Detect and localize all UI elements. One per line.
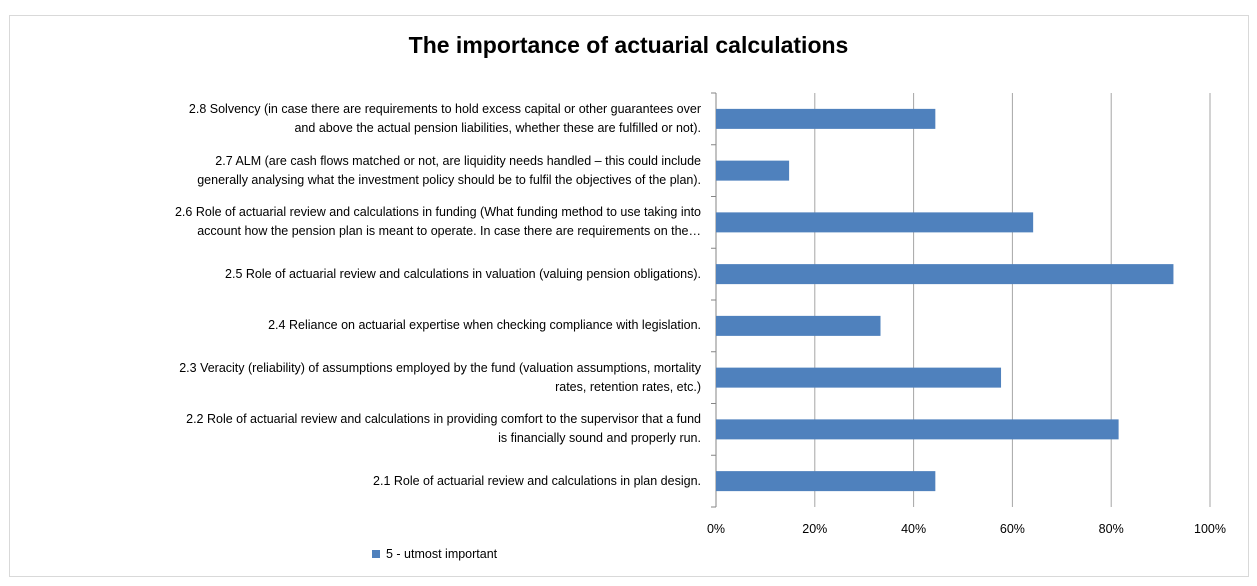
category-label: 2.2 Role of actuarial review and calcula… <box>41 410 701 448</box>
category-label: 2.1 Role of actuarial review and calcula… <box>41 472 701 491</box>
legend-label: 5 - utmost important <box>386 547 498 561</box>
bar <box>716 419 1119 440</box>
category-label-line: 2.6 Role of actuarial review and calcula… <box>174 205 701 220</box>
category-label: 2.7 ALM (are cash flows matched or not, … <box>41 152 701 190</box>
chart-title: The importance of actuarial calculations <box>408 32 849 58</box>
bar <box>716 471 936 492</box>
category-label-line: 2.8 Solvency (in case there are requirem… <box>188 101 701 116</box>
category-label: 2.8 Solvency (in case there are requirem… <box>41 100 701 138</box>
category-label-line: generally analysing what the investment … <box>197 172 701 187</box>
bar <box>716 212 1034 233</box>
x-tick-label: 100% <box>1194 522 1226 536</box>
category-label: 2.6 Role of actuarial review and calcula… <box>41 203 701 241</box>
category-label-line: 2.3 Veracity (reliability) of assumption… <box>179 360 701 375</box>
x-tick-label: 40% <box>901 522 926 536</box>
x-tick-label: 20% <box>802 522 827 536</box>
bar <box>716 108 936 129</box>
chart-frame <box>9 15 1249 577</box>
bar <box>716 264 1174 285</box>
category-label: 2.4 Reliance on actuarial expertise when… <box>41 316 701 335</box>
category-label-line: and above the actual pension liabilities… <box>294 120 701 135</box>
category-label-line: is financially sound and properly run. <box>498 431 701 446</box>
bar <box>716 315 881 336</box>
category-label-line: 2.4 Reliance on actuarial expertise when… <box>268 318 701 333</box>
legend: 5 - utmost important <box>372 547 497 561</box>
legend-swatch <box>372 550 380 558</box>
bar <box>716 367 1002 388</box>
bar <box>716 160 790 181</box>
x-tick-label: 80% <box>1099 522 1124 536</box>
x-tick-label: 60% <box>1000 522 1025 536</box>
category-label-line: 2.5 Role of actuarial review and calcula… <box>225 266 701 281</box>
category-label-line: rates, retention rates, etc.) <box>555 379 701 394</box>
category-label: 2.3 Veracity (reliability) of assumption… <box>41 359 701 397</box>
category-label-line: 2.1 Role of actuarial review and calcula… <box>373 473 701 488</box>
category-label-line: account how the pension plan is meant to… <box>197 224 701 239</box>
category-label-line: 2.7 ALM (are cash flows matched or not, … <box>215 153 701 168</box>
category-label: 2.5 Role of actuarial review and calcula… <box>41 265 701 284</box>
category-label-line: 2.2 Role of actuarial review and calcula… <box>186 412 701 427</box>
x-tick-label: 0% <box>707 522 725 536</box>
